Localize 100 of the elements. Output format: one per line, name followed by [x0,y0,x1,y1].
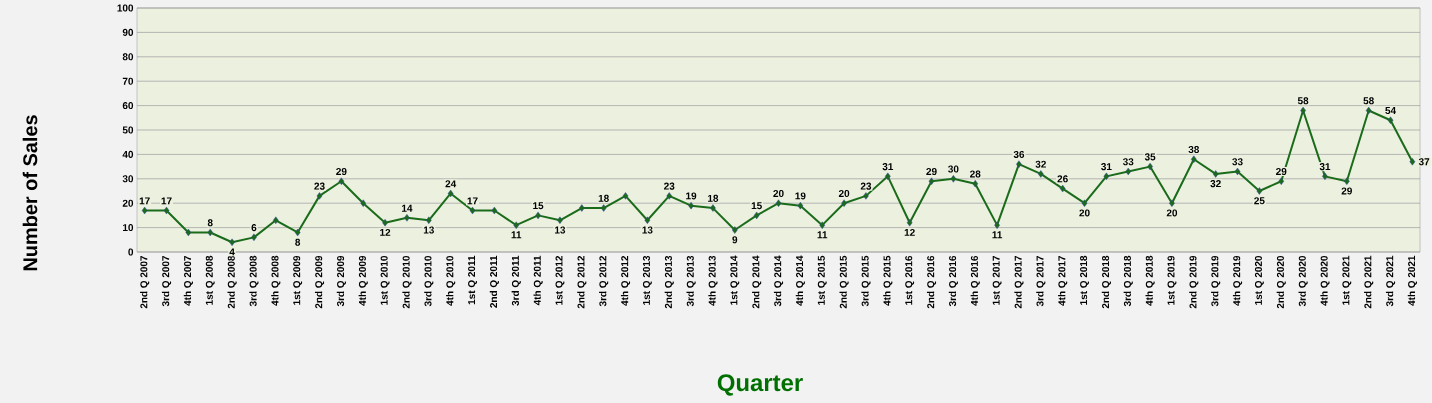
x-tick-label: 3rd Q 2015 [861,255,871,307]
point [884,172,891,181]
x-tick-label: 2nd Q 2011 [489,255,499,308]
data-label: 15 [533,202,544,210]
data-label: 29 [336,167,347,176]
x-tick-label: 1st Q 2021 [1342,255,1352,305]
data-label: 4 [229,248,235,256]
point [972,179,979,188]
y-axis-title: Number of Sales [22,115,38,271]
point [841,199,847,207]
data-label: 24 [445,180,457,188]
data-label: 19 [795,192,806,200]
data-label: 33 [1122,158,1134,166]
x-tick-label: 2nd Q 2016 [926,255,937,309]
point [578,204,585,212]
point [1169,199,1175,207]
data-label: 13 [423,226,434,234]
x-tick-label: 4th Q 2015 [883,255,893,306]
x-tick-label: 1st Q 2012 [555,255,565,305]
point [1344,177,1350,185]
x-tick-label: 4th Q 2013 [708,255,718,306]
y-tick-label: 80 [122,53,134,61]
x-tick-label: 1st Q 2009 [293,255,303,305]
point [710,204,716,212]
x-tick-label: 3rd Q 2011 [511,255,521,306]
data-label: 29 [1341,187,1352,195]
data-label: 8 [295,238,301,246]
x-tick-label: 4th Q 2019 [1232,255,1243,306]
data-label: 20 [773,189,784,197]
data-label: 25 [1254,197,1265,205]
x-tick-label: 3rd Q 2008 [249,255,259,307]
data-label: 37 [1418,158,1430,166]
x-tick-label: 3rd Q 2021 [1385,255,1396,307]
point [1037,170,1044,178]
data-label: 11 [992,231,1003,239]
data-label: 38 [1188,146,1200,154]
point [360,199,367,207]
data-label: 17 [467,197,478,205]
point [1212,170,1219,178]
x-axis-title: Quarter [717,374,803,396]
x-tick-label: 4th Q 2014 [795,255,805,306]
point [1125,167,1132,176]
x-tick-label: 2nd Q 2019 [1189,255,1199,309]
x-tick-label: 1st Q 2020 [1254,255,1264,305]
point [1234,167,1241,176]
x-tick-label: 3rd Q 2010 [424,255,434,307]
data-label: 20 [1166,209,1178,217]
x-tick-label: 1st Q 2016 [905,255,915,305]
x-tick-label: 3rd Q 2020 [1298,255,1308,307]
y-tick-label: 50 [122,126,134,134]
x-tick-label: 4th Q 2018 [1145,255,1155,306]
y-tick-label: 70 [122,77,134,85]
data-label: 29 [926,167,937,176]
x-tick-label: 1st Q 2008 [205,255,215,305]
x-tick-label: 3rd Q 2016 [948,255,958,307]
data-label: 33 [1232,158,1243,166]
y-tick-label: 40 [122,150,134,158]
x-tick-label: 1st Q 2011 [468,255,477,305]
data-label: 9 [732,236,738,244]
point [731,226,738,234]
data-label: 20 [838,189,850,197]
x-tick-label: 1st Q 2013 [642,255,652,305]
x-tick-label: 4th Q 2021 [1407,255,1417,306]
x-tick-label: 2nd Q 2008 [227,255,237,309]
data-label: 28 [970,170,981,178]
point [753,211,760,220]
x-tick-label: 2nd Q 2021 [1364,255,1374,309]
data-label: 12 [904,228,915,236]
x-tick-label: 2nd Q 2014 [752,255,762,309]
x-tick-label: 4th Q 2012 [620,255,631,306]
x-tick-label: 2nd Q 2013 [664,255,674,309]
point [775,199,782,207]
point [994,221,1000,229]
data-label: 13 [642,226,653,234]
point [1387,116,1394,124]
x-tick-label: 3rd Q 2019 [1211,255,1221,307]
data-label: 13 [555,226,566,234]
x-tick-label: 2nd Q 2007 [140,255,150,309]
data-label: 30 [948,165,959,173]
y-tick-label: 90 [122,28,134,36]
point [1103,172,1110,181]
x-tick-label: 3rd Q 2013 [686,255,696,307]
point [1256,187,1263,195]
x-tick-label: 1st Q 2017 [992,255,1002,305]
point [382,219,388,227]
x-tick-label: 4th Q 2009 [358,255,368,306]
data-label: 11 [511,231,522,239]
x-tick-label: 1st Q 2015 [817,255,827,305]
data-label: 15 [751,202,762,210]
data-label: 35 [1144,153,1156,161]
data-label: 29 [1276,167,1287,176]
point [447,189,454,198]
data-label: 31 [882,163,894,171]
x-tick-label: 4th Q 2008 [271,255,281,306]
point [163,206,170,215]
x-tick-label: 4th Q 2017 [1058,255,1068,306]
point [557,216,563,224]
data-label: 23 [314,182,325,190]
data-label: 23 [860,182,872,190]
point [863,192,869,200]
